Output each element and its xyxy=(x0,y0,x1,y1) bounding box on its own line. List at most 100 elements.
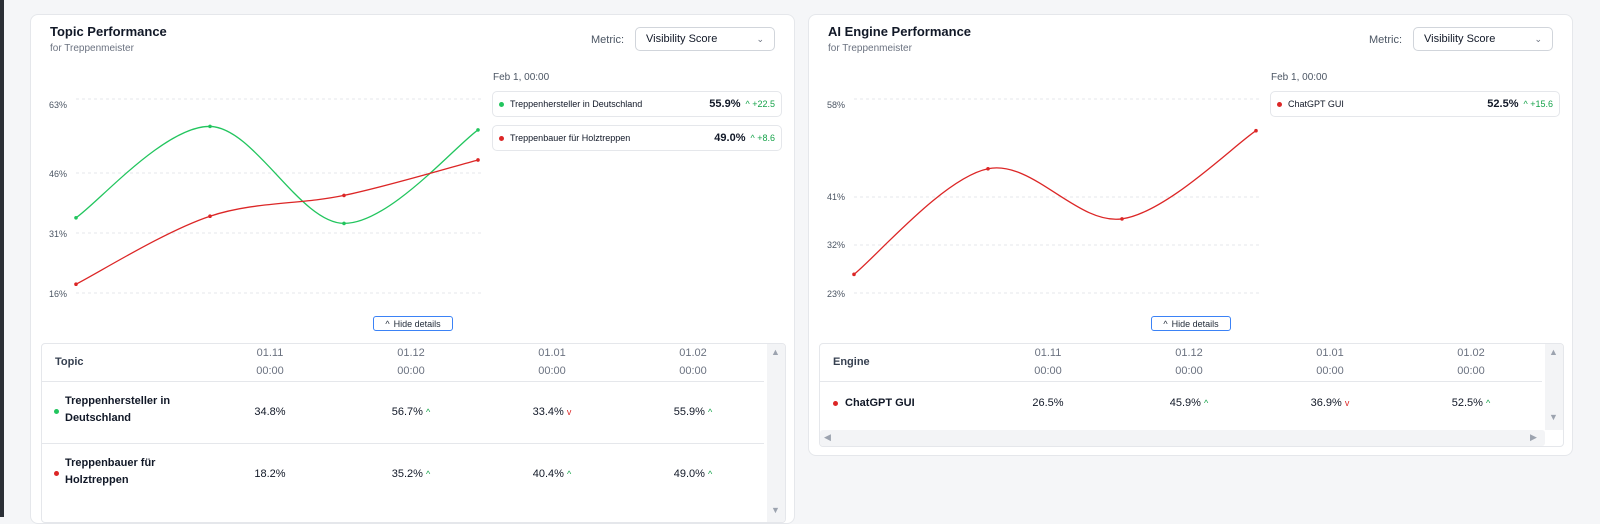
series-dot xyxy=(54,471,59,476)
card-title: AI Engine Performance xyxy=(828,24,972,39)
table-cell: 45.9% ^ xyxy=(1169,397,1209,409)
data-point xyxy=(342,193,346,198)
table-cell: 55.9% ^ xyxy=(673,406,713,418)
table-row-name: ChatGPT GUI xyxy=(845,397,915,409)
data-point xyxy=(1254,128,1258,133)
arrow-up-icon: ^ xyxy=(1204,398,1209,408)
series-dot xyxy=(499,135,504,141)
table-cell: 52.5% ^ xyxy=(1451,397,1491,409)
divider xyxy=(820,381,1542,382)
tooltip-series-name: Treppenhersteller in Deutschland xyxy=(510,99,643,109)
chevron-down-icon: ⌄ xyxy=(1534,33,1542,44)
table-cell: 49.0% ^ xyxy=(673,468,713,480)
topic-table: Topic 01.11 00:00 01.12 00:00 01.01 00:00 0… xyxy=(41,343,786,523)
divider xyxy=(42,381,764,382)
scroll-down-icon[interactable]: ▼ xyxy=(1549,412,1558,422)
metric-select-value: Visibility Score xyxy=(1424,33,1496,45)
chevron-up-icon: ^ xyxy=(1163,318,1168,329)
vertical-scrollbar[interactable] xyxy=(767,344,785,522)
series-dot xyxy=(1277,101,1282,107)
arrow-up-icon: ^ xyxy=(708,469,713,479)
table-header-date: 01.11 00:00 xyxy=(1034,347,1062,377)
y-tick-label: 58% xyxy=(827,100,846,110)
hide-details-label: Hide details xyxy=(1171,318,1219,329)
metric-label: Metric: xyxy=(1369,34,1402,46)
tooltip-timestamp: Feb 1, 00:00 xyxy=(493,72,550,83)
scroll-right-icon[interactable]: ▶ xyxy=(1530,432,1537,442)
data-point xyxy=(986,166,990,171)
series-dot xyxy=(499,101,504,107)
table-cell: 18.2% xyxy=(254,468,286,480)
metric-label: Metric: xyxy=(591,34,624,46)
table-cell: 36.9% v xyxy=(1310,397,1350,409)
tooltip-value: 55.9% xyxy=(709,98,741,110)
y-tick-label: 63% xyxy=(49,100,68,110)
series-line xyxy=(75,125,479,225)
horizontal-scrollbar[interactable] xyxy=(820,430,1545,446)
vertical-scrollbar[interactable] xyxy=(1545,344,1563,430)
table-cell: 34.8% xyxy=(254,406,286,418)
tooltip-timestamp: Feb 1, 00:00 xyxy=(1271,72,1328,83)
tooltip-series-name: Treppenbauer für Holztreppen xyxy=(510,133,631,143)
card-subtitle: for Treppenmeister xyxy=(828,43,912,54)
metric-select[interactable]: Visibility Score ⌄ xyxy=(1413,27,1553,51)
table-row-name: Treppenhersteller in Deutschland xyxy=(65,395,171,424)
table-header-date: 01.01 00:00 xyxy=(1316,347,1344,377)
tooltip-value: 52.5% xyxy=(1487,98,1519,110)
data-point xyxy=(208,214,212,218)
arrow-up-icon: ^ xyxy=(1486,398,1491,408)
arrow-down-icon: v xyxy=(566,407,572,417)
y-tick-label: 41% xyxy=(827,192,846,202)
arrow-up-icon: ^ xyxy=(567,469,572,479)
table-header-engine: Engine xyxy=(833,356,870,368)
y-tick-label: 23% xyxy=(827,289,846,299)
tooltip-item: Treppenbauer für Holztreppen 49.0% ^ +8.… xyxy=(492,125,782,151)
table-cell: 40.4% ^ xyxy=(532,468,572,480)
arrow-up-icon: ^ xyxy=(708,407,713,417)
scroll-up-icon[interactable]: ▲ xyxy=(1549,347,1558,357)
data-point xyxy=(1120,217,1124,221)
table-header-date: 01.12 00:00 xyxy=(1175,347,1203,377)
table-header-date: 01.11 00:00 xyxy=(256,347,284,377)
hide-details-button[interactable]: ^ Hide details xyxy=(373,316,453,331)
series-line xyxy=(75,159,479,285)
series-line xyxy=(853,130,1257,275)
hide-details-button[interactable]: ^ Hide details xyxy=(1151,316,1231,331)
table-header-date: 01.02 00:00 xyxy=(679,347,707,377)
arrow-up-icon: ^ xyxy=(426,469,431,479)
tooltip-delta: ^ +15.6 xyxy=(1523,99,1553,109)
tooltip-series-name: ChatGPT GUI xyxy=(1288,99,1344,109)
table-row-name: Treppenbauer für Holztreppen xyxy=(65,457,156,486)
scroll-left-icon[interactable]: ◀ xyxy=(824,432,831,442)
engine-line-chart xyxy=(852,98,1261,294)
y-tick-label: 32% xyxy=(827,240,846,250)
tooltip-delta: ^ +22.5 xyxy=(745,99,775,109)
data-point xyxy=(852,272,856,277)
y-tick-label: 16% xyxy=(49,289,68,299)
tooltip-item: ChatGPT GUI 52.5% ^ +15.6 xyxy=(1270,91,1560,117)
topic-performance-card: Topic Performance for Treppenmeister Met… xyxy=(30,14,795,524)
table-header-date: 01.01 00:00 xyxy=(538,347,566,377)
tooltip-item: Treppenhersteller in Deutschland 55.9% ^… xyxy=(492,91,782,117)
chevron-down-icon: ⌄ xyxy=(756,33,764,44)
chevron-up-icon: ^ xyxy=(385,318,390,329)
data-point xyxy=(208,124,212,129)
arrow-up-icon: ^ xyxy=(426,407,431,417)
scroll-up-icon[interactable]: ▲ xyxy=(771,347,780,357)
card-title: Topic Performance xyxy=(50,24,167,39)
y-tick-label: 46% xyxy=(49,169,68,179)
y-tick-label: 31% xyxy=(49,229,68,239)
table-header-topic: Topic xyxy=(55,356,84,368)
metric-select[interactable]: Visibility Score ⌄ xyxy=(635,27,775,51)
scroll-down-icon[interactable]: ▼ xyxy=(771,505,780,515)
tooltip-delta: ^ +8.6 xyxy=(750,133,775,143)
engine-table: Engine 01.11 00:00 01.12 00:00 01.01 00:00 … xyxy=(819,343,1564,447)
data-point xyxy=(476,158,480,162)
hide-details-label: Hide details xyxy=(393,318,441,329)
data-point xyxy=(342,221,346,226)
card-subtitle: for Treppenmeister xyxy=(50,43,134,54)
divider xyxy=(42,443,764,444)
series-dot xyxy=(54,409,59,414)
series-dot xyxy=(833,401,838,406)
metric-select-value: Visibility Score xyxy=(646,33,718,45)
